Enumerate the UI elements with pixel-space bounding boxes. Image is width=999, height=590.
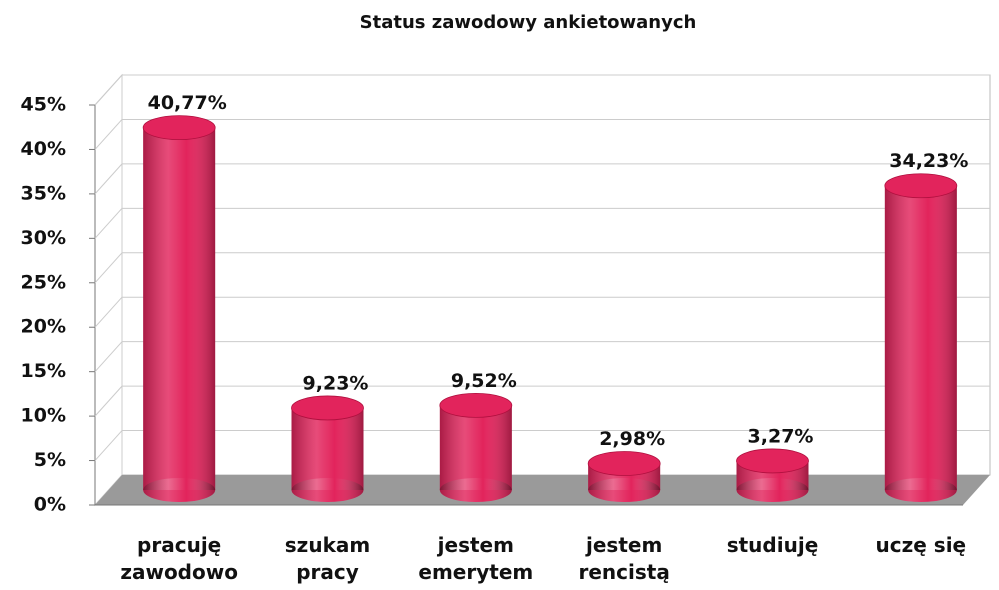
bar-shade bbox=[439, 478, 512, 502]
bar-shade bbox=[884, 185, 957, 490]
x-tick-label: uczę się bbox=[875, 533, 967, 557]
grid-line bbox=[94, 74, 123, 106]
bar-top bbox=[439, 392, 513, 418]
x-tick-label: szukam pracy bbox=[284, 533, 371, 584]
grid-line bbox=[94, 430, 123, 461]
bar-top bbox=[142, 115, 216, 140]
data-label: 34,23% bbox=[889, 150, 968, 172]
chart-title: Status zawodowy ankietowanych bbox=[360, 12, 697, 33]
y-tick-label: 45% bbox=[21, 94, 66, 116]
y-tick-label: 10% bbox=[21, 405, 66, 427]
x-tick-label: jestem rencistą bbox=[578, 533, 670, 584]
grid-line bbox=[94, 207, 123, 239]
grid-line bbox=[94, 341, 123, 373]
data-label: 9,52% bbox=[451, 370, 517, 392]
grid-line bbox=[94, 385, 123, 417]
bar-shade bbox=[291, 407, 364, 490]
floor bbox=[95, 475, 990, 505]
bar-shade bbox=[884, 478, 957, 502]
x-tick-label: pracuję zawodowo bbox=[120, 533, 238, 584]
data-label: 40,77% bbox=[148, 92, 227, 114]
bar-shade bbox=[439, 405, 512, 490]
y-tick-label: 15% bbox=[21, 360, 66, 382]
data-label: 9,23% bbox=[303, 372, 369, 394]
bar-top bbox=[884, 173, 958, 199]
grid-line bbox=[94, 252, 123, 284]
bar-top bbox=[291, 395, 364, 421]
grid-line bbox=[94, 119, 123, 150]
y-tick-label: 0% bbox=[34, 494, 66, 516]
side-wall bbox=[94, 73, 123, 507]
y-tick-label: 35% bbox=[21, 182, 66, 204]
y-tick-label: 30% bbox=[21, 227, 66, 249]
y-tick-label: 20% bbox=[21, 316, 66, 338]
bar-shade bbox=[736, 478, 809, 502]
bar-top bbox=[587, 451, 661, 476]
grid-line bbox=[94, 296, 123, 328]
bar-shade bbox=[143, 478, 216, 502]
grid-line bbox=[94, 163, 123, 195]
y-tick-label: 40% bbox=[21, 138, 66, 160]
bar-shade bbox=[291, 478, 364, 502]
y-tick-label: 25% bbox=[21, 271, 66, 293]
y-tick-label: 5% bbox=[34, 449, 66, 471]
data-label: 3,27% bbox=[748, 425, 814, 447]
bar-top bbox=[736, 448, 809, 474]
back-wall bbox=[121, 74, 991, 476]
x-tick-label: jestem emerytem bbox=[418, 533, 534, 584]
x-tick-label: studiuję bbox=[726, 533, 819, 557]
data-label: 2,98% bbox=[599, 428, 665, 450]
bar-shade bbox=[588, 478, 661, 502]
bar-shade bbox=[143, 127, 216, 490]
